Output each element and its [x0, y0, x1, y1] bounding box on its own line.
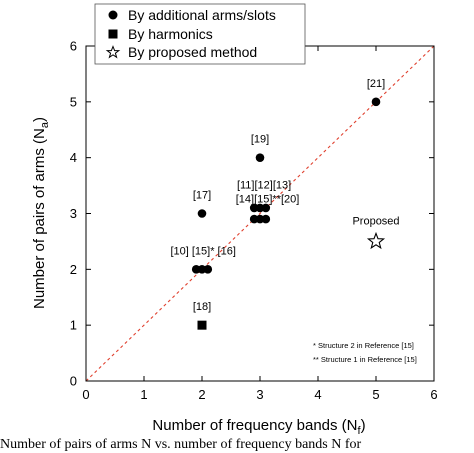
y-tick-label: 1: [70, 318, 77, 333]
data-point-circle: [371, 97, 381, 107]
legend-square-marker: [108, 29, 118, 39]
x-tick-label: 0: [82, 387, 89, 402]
x-tick-label: 6: [430, 387, 437, 402]
point-annotation: [14][15]**[20]: [236, 193, 300, 205]
point-annotation: [18]: [193, 301, 211, 313]
legend-star-marker: [105, 45, 121, 59]
tick-labels: 0 1 2 3 4 5 6 0 1 2 3 4 5 6: [70, 39, 438, 403]
y-tick-label: 4: [70, 150, 77, 165]
data-point-circle: [261, 203, 271, 213]
data-point-circle: [261, 214, 271, 224]
legend-label-additional-arms: By additional arms/slots: [128, 7, 276, 23]
note-structure-1: ** Structure 1 in Reference [15]: [313, 355, 417, 364]
legend: By additional arms/slots By harmonics By…: [94, 3, 306, 65]
data-point-circle: [203, 265, 213, 274]
legend-circle-marker: [108, 10, 118, 20]
data-point-circle: [197, 209, 207, 218]
data-points: [191, 97, 386, 330]
x-tick-label: 4: [314, 387, 321, 402]
note-structure-2: * Structure 2 in Reference [15]: [313, 341, 414, 350]
x-tick-label: 5: [372, 387, 379, 402]
legend-label-harmonics: By harmonics: [128, 26, 213, 42]
x-tick-label: 3: [256, 387, 263, 402]
y-tick-label: 2: [70, 262, 77, 277]
point-annotation: [17]: [193, 189, 211, 201]
point-annotation: [11][12][13]: [237, 179, 291, 191]
reference-line-layer: [85, 45, 435, 382]
point-annotation: [19]: [251, 134, 269, 146]
legend-box: [94, 3, 306, 65]
point-annotation: Proposed: [352, 216, 399, 228]
legend-label-proposed-method: By proposed method: [128, 44, 257, 60]
data-point-square: [197, 320, 207, 330]
y-tick-label: 0: [70, 374, 77, 389]
data-point-circle: [255, 153, 265, 162]
y-tick-label: 3: [70, 206, 77, 221]
reference-dashed-line: [85, 45, 435, 382]
point-annotation: [21]: [367, 78, 385, 90]
data-point-star: [366, 231, 386, 250]
x-tick-label: 2: [198, 387, 205, 402]
notes: * Structure 2 in Reference [15] ** Struc…: [313, 341, 417, 364]
point-annotation: [10] [15]* [16]: [170, 245, 235, 257]
y-tick-label: 5: [70, 94, 77, 109]
y-tick-label: 6: [70, 39, 77, 54]
y-axis-title: Number of pairs of arms (Na): [31, 117, 51, 309]
x-axis-title: Number of frequency bands (Nf): [152, 417, 365, 437]
x-tick-label: 1: [140, 387, 147, 402]
annotations: [21] [19] [17] [11][12][13] [14][15]**[20] [1…: [170, 78, 399, 313]
figure-caption: Number of pairs of arms N vs. number of …: [0, 437, 362, 452]
